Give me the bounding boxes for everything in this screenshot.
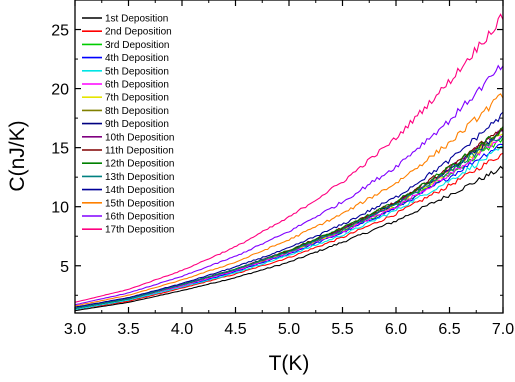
legend-label: 14th Deposition	[105, 185, 175, 196]
y-tick-label: 10	[51, 200, 69, 217]
legend-label: 2nd Deposition	[105, 27, 172, 38]
y-tick-label: 5	[60, 259, 69, 276]
legend-item: 13th Deposition	[82, 172, 175, 183]
legend-label: 7th Deposition	[105, 93, 169, 104]
legend-item: 10th Deposition	[82, 132, 175, 143]
legend-item: 16th Deposition	[82, 212, 175, 223]
legend-item: 9th Deposition	[82, 119, 169, 130]
y-tick-label: 20	[51, 82, 69, 99]
legend-label: 15th Deposition	[105, 198, 175, 209]
y-axis-title: C(nJ/K)	[6, 120, 29, 191]
legend-label: 13th Deposition	[105, 172, 175, 183]
x-tick-label: 4.0	[171, 321, 193, 338]
legend-label: 16th Deposition	[105, 212, 175, 223]
legend-item: 7th Deposition	[82, 93, 169, 104]
legend-item: 17th Deposition	[82, 225, 175, 236]
legend-label: 9th Deposition	[105, 119, 169, 130]
legend-item: 1st Deposition	[82, 14, 168, 25]
legend-item: 14th Deposition	[82, 185, 175, 196]
legend-item: 12th Deposition	[82, 159, 175, 170]
legend-label: 3rd Deposition	[105, 40, 169, 51]
legend-item: 8th Deposition	[82, 106, 169, 117]
legend-item: 3rd Deposition	[82, 40, 169, 51]
x-tick-label: 6.0	[385, 321, 407, 338]
x-tick-label: 7.0	[492, 321, 514, 338]
legend-item: 15th Deposition	[82, 198, 175, 209]
legend-item: 11th Deposition	[82, 146, 174, 157]
legend-label: 8th Deposition	[105, 106, 169, 117]
legend-label: 6th Deposition	[105, 80, 169, 91]
legend-item: 5th Deposition	[82, 66, 169, 77]
legend-label: 5th Deposition	[105, 66, 169, 77]
legend-label: 1st Deposition	[105, 14, 168, 25]
y-tick-label: 15	[51, 141, 69, 158]
legend-label: 11th Deposition	[105, 146, 174, 157]
legend-label: 4th Deposition	[105, 53, 169, 64]
x-tick-label: 3.0	[64, 321, 86, 338]
x-tick-label: 4.5	[224, 321, 246, 338]
legend-label: 10th Deposition	[105, 132, 175, 143]
legend-label: 17th Deposition	[105, 225, 175, 236]
legend-label: 12th Deposition	[105, 159, 175, 170]
x-axis-title: T(K)	[269, 352, 310, 375]
x-tick-label: 6.5	[438, 321, 460, 338]
legend-item: 2nd Deposition	[82, 27, 172, 38]
legend: 1st Deposition 2nd Deposition 3rd Depositi…	[82, 14, 175, 236]
x-tick-label: 3.5	[117, 321, 139, 338]
x-tick-label: 5.0	[278, 321, 300, 338]
legend-item: 6th Deposition	[82, 80, 169, 91]
legend-item: 4th Deposition	[82, 53, 169, 64]
x-tick-label: 5.5	[331, 321, 353, 338]
y-tick-label: 25	[51, 23, 69, 40]
